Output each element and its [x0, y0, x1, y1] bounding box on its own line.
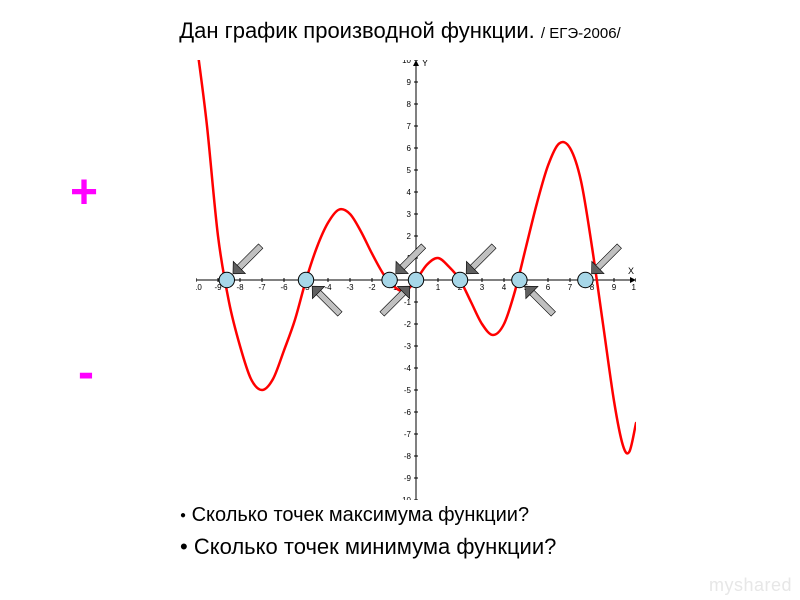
svg-text:-9: -9: [404, 474, 412, 483]
svg-text:6: 6: [407, 144, 412, 153]
svg-text:9: 9: [407, 78, 412, 87]
svg-text:-10: -10: [196, 283, 202, 292]
page-title: Дан график производной функции. / ЕГЭ-20…: [0, 18, 800, 44]
question-2-line: • Сколько точек минимума функции?: [180, 530, 556, 563]
svg-text:-6: -6: [404, 408, 412, 417]
question-1-line: ● Сколько точек максимума функции?: [180, 500, 556, 530]
questions-block: ● Сколько точек максимума функции? • Ско…: [180, 500, 556, 563]
svg-text:9: 9: [612, 283, 617, 292]
svg-text:-7: -7: [404, 430, 412, 439]
svg-text:1: 1: [436, 283, 441, 292]
svg-text:7: 7: [568, 283, 573, 292]
svg-text:6: 6: [546, 283, 551, 292]
bullet-icon: •: [180, 534, 188, 559]
question-2: Сколько точек минимума функции?: [194, 534, 557, 559]
svg-text:-4: -4: [324, 283, 332, 292]
svg-text:10: 10: [402, 60, 411, 65]
svg-text:-1: -1: [404, 298, 412, 307]
svg-text:-2: -2: [404, 320, 412, 329]
svg-text:3: 3: [480, 283, 485, 292]
svg-text:8: 8: [407, 100, 412, 109]
svg-text:7: 7: [407, 122, 412, 131]
svg-text:-3: -3: [346, 283, 354, 292]
svg-text:-3: -3: [404, 342, 412, 351]
svg-text:4: 4: [407, 188, 412, 197]
svg-text:3: 3: [407, 210, 412, 219]
bullet-icon: ●: [180, 510, 186, 521]
svg-text:-5: -5: [404, 386, 412, 395]
plus-symbol: +: [70, 165, 98, 220]
svg-text:-6: -6: [280, 283, 288, 292]
title-sub: / ЕГЭ-2006/: [541, 25, 621, 42]
svg-text:4: 4: [502, 283, 507, 292]
watermark: myshared: [709, 575, 792, 596]
svg-text:5: 5: [407, 166, 412, 175]
svg-text:10: 10: [632, 283, 636, 292]
svg-text:X: X: [628, 266, 634, 276]
minus-symbol: -: [78, 345, 94, 400]
svg-text:-8: -8: [404, 452, 412, 461]
svg-text:-8: -8: [236, 283, 244, 292]
derivative-chart: XY-10-9-8-7-6-5-4-3-2-112345678910-10-9-…: [196, 60, 636, 500]
svg-text:2: 2: [407, 232, 412, 241]
svg-text:-4: -4: [404, 364, 412, 373]
title-main: Дан график производной функции.: [179, 18, 535, 43]
svg-text:-2: -2: [368, 283, 376, 292]
svg-text:Y: Y: [422, 60, 428, 68]
question-1: Сколько точек максимума функции?: [192, 504, 529, 526]
svg-text:-7: -7: [258, 283, 266, 292]
